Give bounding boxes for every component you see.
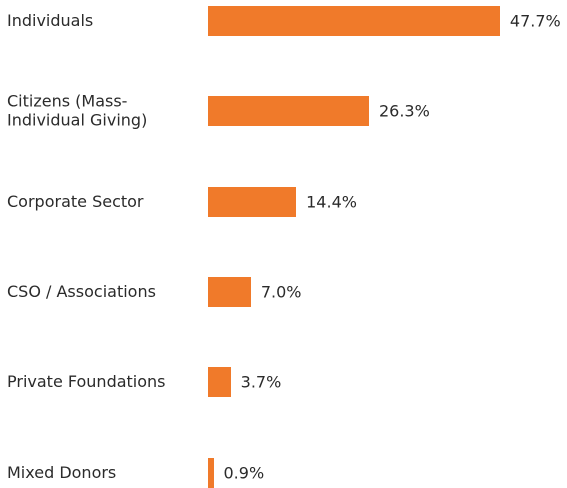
value-label: 3.7% <box>240 372 282 392</box>
category-label: CSO / Associations <box>7 281 156 301</box>
category-label: Citizens (Mass-Individual Giving) <box>7 91 148 130</box>
category-label: Individuals <box>7 10 94 30</box>
category-label: Private Foundations <box>7 371 166 391</box>
value-label: 47.7% <box>509 11 561 31</box>
value-label: 26.3% <box>378 101 430 121</box>
bar <box>208 6 500 36</box>
bar <box>208 276 251 307</box>
value-label: 14.4% <box>306 192 357 212</box>
value-label: 0.9% <box>223 463 265 482</box>
value-label: 7.0% <box>260 282 302 302</box>
bar <box>208 96 369 127</box>
bar <box>208 457 214 488</box>
category-label: Mixed Donors <box>7 462 117 482</box>
bar <box>208 367 231 398</box>
category-label: Corporate Sector <box>7 191 144 211</box>
bar <box>208 186 297 217</box>
